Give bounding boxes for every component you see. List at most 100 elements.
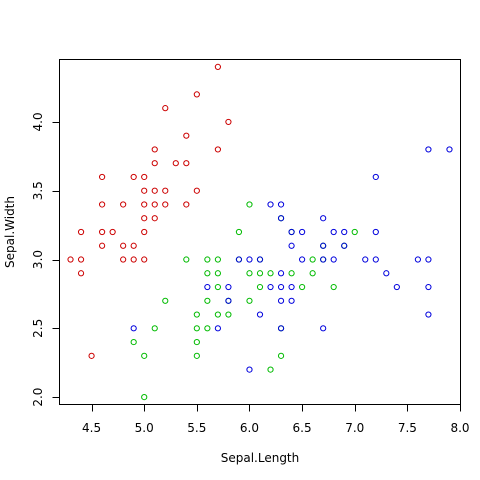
data-point-series-3: [393, 283, 400, 291]
data-point-series-2: [214, 256, 221, 263]
data-point-series-3: [330, 228, 337, 236]
data-point-series-1: [183, 160, 190, 167]
data-point-series-2: [130, 338, 137, 346]
data-point-series-1: [183, 132, 190, 139]
data-point-series-2: [351, 228, 358, 236]
data-point-series-3: [288, 297, 295, 304]
data-point-series-1: [141, 256, 148, 263]
data-point-series-3: [425, 256, 432, 263]
data-point-series-2: [141, 394, 148, 401]
data-point-series-2: [267, 366, 274, 373]
data-point-series-2: [151, 325, 158, 332]
data-point-series-3: [372, 256, 379, 263]
data-point-series-2: [299, 283, 306, 291]
data-point-series-3: [446, 146, 453, 153]
data-point-series-3: [277, 283, 285, 291]
plot-frame: [59, 59, 461, 405]
y-tick-label: 2.5: [31, 319, 45, 338]
data-point-series-1: [151, 215, 158, 222]
y-tick-label: 3.0: [31, 250, 45, 269]
data-point-series-3: [277, 215, 285, 222]
x-axis-title: Sepal.Length: [221, 451, 300, 465]
data-point-series-1: [193, 187, 200, 194]
data-point-series-3: [277, 297, 285, 304]
data-point-series-2: [288, 270, 295, 277]
data-point-series-1: [109, 228, 116, 236]
data-point-series-1: [77, 256, 85, 263]
data-point-series-1: [77, 228, 85, 236]
data-point-series-3: [130, 325, 137, 332]
data-point-series-2: [193, 338, 200, 346]
data-point-series-2: [204, 325, 211, 332]
data-point-series-2: [214, 283, 221, 291]
data-point-series-2: [141, 352, 148, 359]
data-point-series-1: [99, 173, 106, 181]
data-point-series-3: [320, 242, 327, 249]
data-point-series-1: [77, 270, 85, 277]
data-point-series-3: [320, 256, 327, 263]
data-point-series-1: [214, 63, 221, 70]
data-point-series-3: [277, 270, 285, 277]
data-point-series-1: [99, 242, 106, 249]
data-point-series-2: [193, 311, 200, 318]
data-point-series-3: [267, 283, 274, 291]
data-point-series-1: [120, 242, 127, 249]
data-point-series-1: [214, 146, 221, 153]
data-point-series-2: [246, 201, 253, 208]
data-point-series-1: [88, 352, 95, 359]
data-point-series-1: [162, 187, 169, 194]
data-point-series-1: [141, 187, 148, 194]
data-point-series-1: [151, 160, 158, 167]
y-tick-label: 2.0: [31, 388, 45, 407]
data-point-series-1: [141, 228, 148, 236]
data-point-series-1: [151, 146, 158, 153]
x-tick-label: 8.0: [450, 421, 469, 435]
data-point-series-2: [235, 228, 243, 236]
data-point-series-2: [193, 352, 200, 359]
data-point-series-3: [204, 283, 211, 291]
data-point-series-2: [256, 283, 264, 291]
data-point-series-2: [204, 270, 211, 277]
data-point-series-2: [204, 256, 211, 263]
data-point-series-1: [67, 256, 74, 263]
y-tick-label: 3.5: [31, 181, 45, 200]
data-point-series-3: [225, 297, 232, 304]
data-point-series-1: [151, 201, 158, 208]
data-point-series-3: [425, 283, 432, 291]
data-point-series-3: [362, 256, 369, 263]
data-point-series-1: [99, 228, 106, 236]
data-point-series-3: [320, 215, 327, 222]
data-point-series-2: [330, 283, 337, 291]
y-tick-label: 4.0: [31, 112, 45, 131]
y-axis: 2.0 2.5 3.0 3.5 4.0: [31, 112, 60, 407]
data-point-series-1: [162, 201, 169, 208]
x-axis: 4.5 5.0 5.5 6.0 6.5 7.0 7.5 8.0: [82, 404, 470, 435]
data-points: [67, 63, 453, 401]
x-tick-label: 6.0: [240, 421, 259, 435]
data-point-series-3: [246, 256, 253, 263]
y-axis-title: Sepal.Width: [3, 196, 17, 268]
data-point-series-1: [120, 201, 127, 208]
data-point-series-1: [141, 173, 148, 181]
data-point-series-3: [425, 311, 432, 318]
data-point-series-3: [256, 256, 264, 263]
data-point-series-2: [277, 352, 285, 359]
data-point-series-3: [341, 242, 348, 249]
x-tick-label: 4.5: [82, 421, 101, 435]
data-point-series-2: [214, 311, 221, 318]
data-point-series-1: [130, 242, 137, 249]
data-point-series-2: [246, 270, 253, 277]
data-point-series-3: [277, 201, 285, 208]
data-point-series-1: [193, 91, 200, 98]
data-point-series-3: [330, 256, 337, 263]
x-tick-label: 5.5: [187, 421, 206, 435]
data-point-series-3: [372, 173, 379, 181]
data-point-series-3: [372, 228, 379, 236]
data-point-series-3: [299, 228, 306, 236]
data-point-series-2: [214, 270, 221, 277]
data-point-series-2: [204, 297, 211, 304]
data-point-series-3: [225, 283, 232, 291]
data-point-series-3: [288, 228, 295, 236]
